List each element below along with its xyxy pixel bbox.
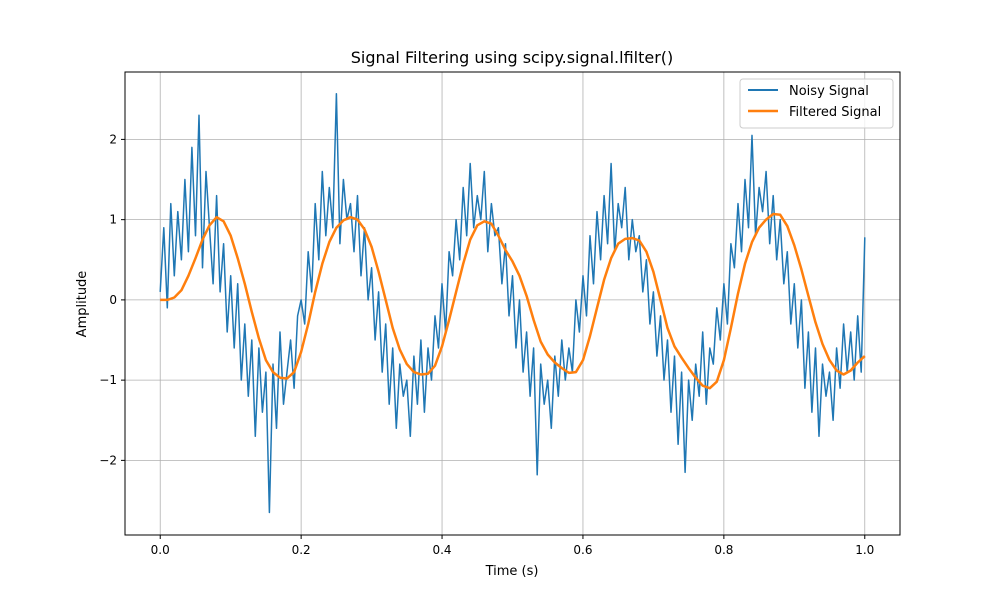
x-tick-label: 1.0	[855, 543, 874, 557]
y-axis-label: Amplitude	[75, 271, 90, 338]
y-tick-label: −2	[99, 453, 117, 467]
x-tick-label: 0.4	[432, 543, 451, 557]
grid	[125, 72, 900, 535]
y-tick-label: −1	[99, 373, 117, 387]
x-tick-label: 0.8	[714, 543, 733, 557]
y-tick-label: 0	[109, 293, 117, 307]
legend: Noisy Signal Filtered Signal	[739, 78, 894, 129]
legend-label-filtered: Filtered Signal	[789, 105, 881, 120]
x-tick-label: 0.6	[573, 543, 592, 557]
x-tick-label: 0.2	[292, 543, 311, 557]
x-axis-label: Time (s)	[485, 564, 539, 579]
chart-title: Signal Filtering using scipy.signal.lfil…	[351, 48, 674, 67]
y-tick-label: 1	[109, 213, 117, 227]
legend-label-noisy: Noisy Signal	[789, 84, 869, 99]
ticks: 0.0 0.2 0.4 0.6 0.8 1.0 −2 −1 0 1 2	[99, 132, 874, 557]
noisy-signal-line	[159, 92, 866, 514]
axes-frame	[124, 71, 901, 536]
series-group	[159, 92, 866, 514]
x-tick-label: 0.0	[151, 543, 170, 557]
legend-box	[739, 78, 894, 129]
y-tick-label: 2	[109, 132, 117, 146]
filtered-signal-line	[160, 212, 866, 390]
